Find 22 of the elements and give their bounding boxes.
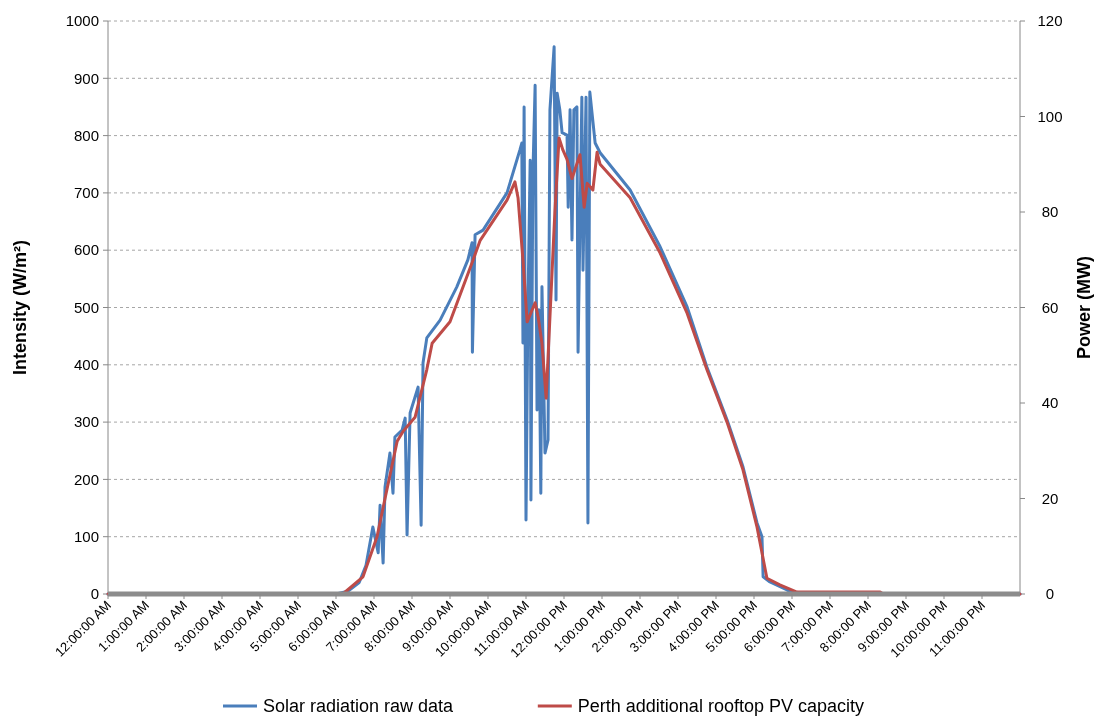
y-tick-label: 900 <box>73 69 99 87</box>
y2-tick-label: 0 <box>1045 585 1055 603</box>
y-tick-label: 800 <box>73 126 99 144</box>
y-axis-title: Intensity (W/m²) <box>10 240 30 375</box>
y2-tick-label: 100 <box>1037 107 1063 125</box>
y-tick-label: 1000 <box>65 12 99 30</box>
y-tick-label: 400 <box>73 356 99 374</box>
y2-tick-label: 80 <box>1041 203 1059 221</box>
legend-label: Solar radiation raw data <box>263 696 455 716</box>
y-tick-label: 100 <box>73 527 99 545</box>
y2-tick-label: 40 <box>1041 394 1059 412</box>
y-tick-label: 0 <box>90 585 99 603</box>
y-tick-label: 300 <box>73 413 99 431</box>
y2-tick-label: 60 <box>1041 298 1059 316</box>
y-tick-label: 700 <box>73 184 99 202</box>
legend-label: Perth additional rooftop PV capacity <box>577 696 864 716</box>
y-tick-label: 200 <box>73 470 99 488</box>
y-tick-label: 600 <box>73 241 99 259</box>
y-tick-label: 500 <box>73 298 99 316</box>
y2-tick-label: 20 <box>1041 489 1059 507</box>
y2-axis-title: Power (MW) <box>1074 256 1094 359</box>
y2-tick-label: 120 <box>1037 12 1063 30</box>
